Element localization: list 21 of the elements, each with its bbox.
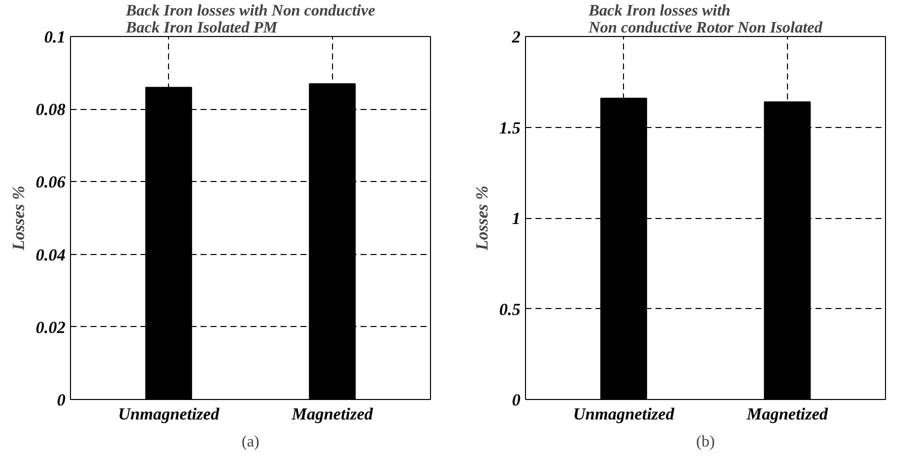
y-tick-label: 0 — [57, 390, 66, 410]
y-tick-label: 0.02 — [36, 318, 66, 337]
y-tick-label: 0.08 — [36, 100, 66, 120]
y-tick-label: 0.1 — [44, 28, 66, 46]
y-tick-label: 0.04 — [36, 245, 66, 264]
y-tick-label: 0.06 — [36, 172, 66, 192]
y-axis-title: Losses % — [8, 186, 28, 252]
text: (a) — [242, 434, 260, 450]
y-tick-label: 1.5 — [499, 118, 521, 138]
text: (b) — [696, 434, 715, 450]
y-tick-label: 0 — [512, 390, 521, 410]
x-tick-label: Magnetized — [290, 404, 374, 424]
y-tick-label: 0.5 — [499, 300, 521, 319]
chart-title: Back Iron losses with Non conductive Rotor Non Isolated — [588, 2, 824, 36]
y-tick-label: 1 — [512, 209, 520, 228]
chart-title: Back Iron losses with Non conductive Back Iron Isolated PM — [124, 2, 376, 36]
x-tick-label: Unmagnetized — [118, 404, 220, 424]
x-tick-label: Unmagnetized — [573, 404, 675, 424]
y-tick-label: 2 — [511, 28, 521, 46]
y-axis-title: Losses % — [472, 186, 492, 252]
x-tick-label: Magnetized — [746, 404, 828, 424]
